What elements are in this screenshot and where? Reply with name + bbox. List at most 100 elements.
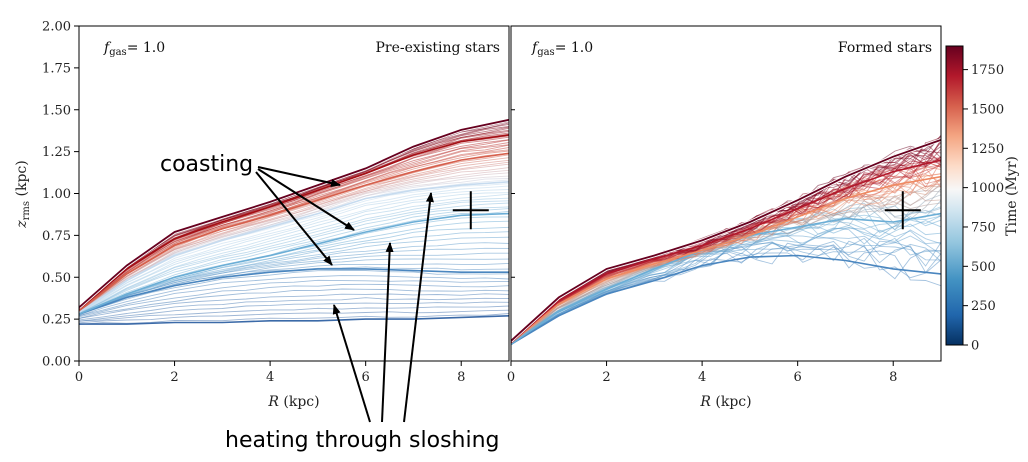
colorbar-tick-label: 750 bbox=[971, 220, 996, 235]
colorbar-tick-label: 0 bbox=[971, 339, 979, 354]
series-line-800-myr bbox=[79, 212, 509, 315]
bundle-line bbox=[79, 163, 509, 312]
series-line-400-myr bbox=[511, 254, 941, 345]
colorbar-gradient bbox=[945, 45, 964, 346]
bundle-line bbox=[79, 206, 509, 314]
axis-ticks: 0 2 4 6 8 bbox=[507, 25, 897, 385]
arrow-coasting-middle bbox=[257, 168, 355, 231]
plus-marker bbox=[452, 191, 489, 230]
bundle-line bbox=[79, 192, 509, 313]
colorbar-tick-label: 1750 bbox=[971, 63, 1004, 78]
series-line-1600-myr bbox=[511, 159, 941, 344]
y-tick-label: 1.25 bbox=[42, 145, 71, 160]
bundle-line bbox=[79, 200, 509, 315]
y-tick-label: 1.00 bbox=[42, 187, 71, 202]
axis-ticks: 0 2 4 6 8 0.00 0.25 0.50 0.75 1.00 1.25 1.50 1.75 2.0… bbox=[42, 20, 465, 386]
colorbar-tick-label: 500 bbox=[971, 260, 996, 275]
x-tick-label: 4 bbox=[266, 370, 274, 385]
x-tick-label: 6 bbox=[362, 370, 370, 385]
colorbar-tick-label: 1000 bbox=[971, 181, 1004, 196]
series-line-1900-myr bbox=[79, 118, 509, 309]
bundle-line bbox=[79, 275, 509, 317]
bundle-line bbox=[79, 220, 509, 314]
y-tick-label: 0.50 bbox=[42, 271, 71, 286]
colorbar-ticks: 0 250 500 750 1000 1250 1500 1750 bbox=[963, 63, 1004, 354]
bundle-line bbox=[79, 159, 509, 312]
series-line-1300-myr bbox=[511, 175, 941, 344]
x-axis-label: R (kpc) bbox=[267, 394, 319, 410]
bundle-line bbox=[79, 202, 509, 315]
bundle-line bbox=[79, 231, 509, 315]
bundle-line bbox=[79, 279, 509, 317]
bundle-line bbox=[511, 173, 941, 343]
bundle-line bbox=[79, 297, 509, 321]
colorbar-tick-label: 1500 bbox=[971, 102, 1004, 117]
series-lines bbox=[79, 118, 509, 325]
bundle-line bbox=[79, 208, 509, 315]
y-tick-label: 2.00 bbox=[42, 20, 71, 35]
bundle-line bbox=[79, 189, 509, 313]
bundle-line bbox=[79, 288, 509, 319]
y-tick-label: 0.75 bbox=[42, 229, 71, 244]
bundle-line bbox=[511, 164, 941, 343]
y-tick-label: 0.25 bbox=[42, 313, 71, 328]
bundle-line bbox=[79, 301, 509, 322]
colorbar-tick-label: 1250 bbox=[971, 142, 1004, 157]
panel-label: fgas= 1.0 bbox=[531, 40, 593, 58]
bundle-line bbox=[79, 305, 509, 322]
y-tick-label: 1.75 bbox=[42, 61, 71, 76]
series-line-1000-myr bbox=[79, 181, 509, 314]
arrow-heating-right bbox=[403, 192, 434, 423]
bundle-line bbox=[79, 144, 509, 311]
bundle-line bbox=[79, 236, 509, 316]
arrow-heating-middle bbox=[381, 242, 394, 423]
y-tick-label: 0.00 bbox=[42, 355, 71, 370]
bundle-line bbox=[79, 313, 509, 325]
y-axis-label: zrms (kpc) bbox=[14, 160, 32, 228]
panel-pre-existing-stars: 0 2 4 6 8 0.00 0.25 0.50 0.75 1.00 1.25 1.50 1.75 2.0… bbox=[14, 20, 510, 410]
annotation-heating: heating through sloshing bbox=[225, 428, 500, 453]
series-line-0-myr bbox=[79, 315, 509, 325]
annotations: coasting heating through sloshing bbox=[160, 152, 500, 453]
bundle-line bbox=[511, 183, 941, 344]
series-lines bbox=[511, 134, 941, 346]
arrow-coasting-lower bbox=[255, 171, 333, 266]
x-tick-label: 2 bbox=[602, 370, 610, 385]
bundle-line bbox=[79, 121, 509, 308]
bundle-line bbox=[79, 309, 509, 324]
colorbar-label: Time (Myr) bbox=[1004, 156, 1020, 236]
x-tick-label: 2 bbox=[170, 370, 178, 385]
panel-label: fgas= 1.0 bbox=[103, 40, 165, 58]
bundle-line bbox=[511, 227, 941, 345]
x-axis-label: R (kpc) bbox=[699, 394, 751, 410]
colorbar-tick-label: 250 bbox=[971, 299, 996, 314]
x-tick-label: 8 bbox=[889, 370, 897, 385]
series-line-1700-myr bbox=[79, 134, 509, 310]
x-tick-label: 8 bbox=[457, 370, 465, 385]
bundle-line bbox=[511, 200, 941, 344]
bundle-line bbox=[79, 197, 509, 314]
bundle-line bbox=[511, 195, 941, 344]
bundle-line bbox=[511, 165, 941, 344]
panel-formed-stars: 0 2 4 6 8 fgas= 1.0 Formed stars R (kpc) bbox=[507, 25, 942, 410]
bundle-line bbox=[511, 154, 941, 343]
arrow-coasting-upper bbox=[257, 166, 341, 187]
bundle-line bbox=[79, 120, 509, 308]
x-tick-label: 0 bbox=[75, 370, 83, 385]
series-line-1900-myr bbox=[511, 139, 941, 342]
bundle-line bbox=[511, 202, 941, 346]
panel-title: Formed stars bbox=[838, 40, 932, 56]
bundle-line bbox=[79, 270, 509, 316]
bundle-line bbox=[79, 283, 509, 318]
annotation-coasting: coasting bbox=[160, 152, 253, 177]
bundle-line bbox=[79, 169, 509, 313]
bundle-line bbox=[79, 293, 509, 319]
plus-marker bbox=[884, 191, 921, 230]
x-tick-label: 4 bbox=[698, 370, 706, 385]
x-tick-label: 0 bbox=[507, 370, 515, 385]
y-tick-label: 1.50 bbox=[42, 103, 71, 118]
series-line-1400-myr bbox=[79, 152, 509, 312]
panel-title: Pre-existing stars bbox=[375, 40, 500, 56]
bundle-line bbox=[79, 247, 509, 315]
arrow-heating-left bbox=[332, 304, 371, 423]
